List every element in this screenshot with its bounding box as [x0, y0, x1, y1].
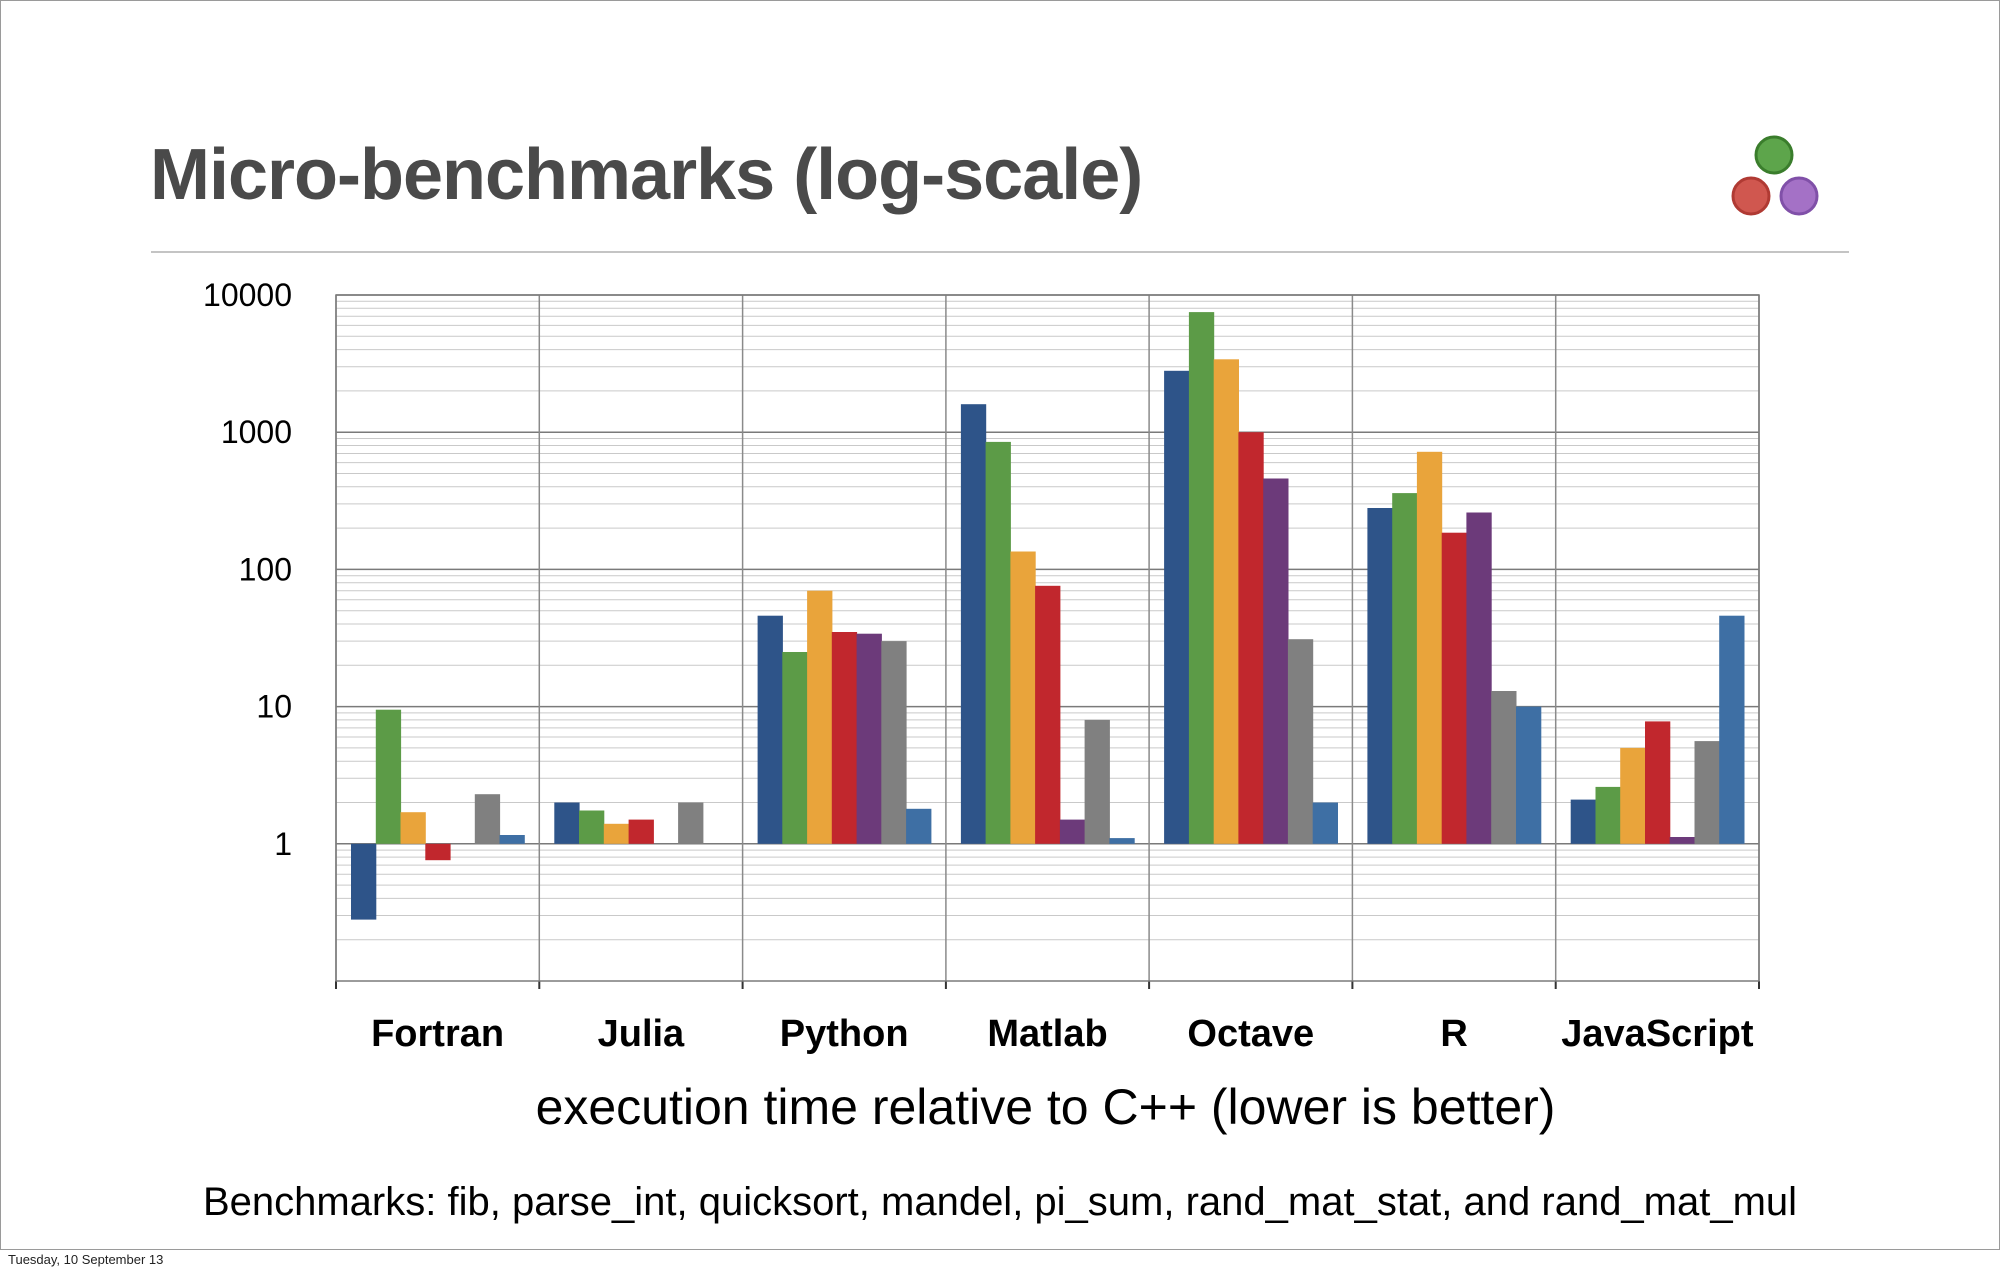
- bar-javascript-4: [1645, 721, 1671, 844]
- bar-julia-4: [628, 819, 654, 844]
- bar-javascript-6: [1694, 741, 1720, 844]
- category-label: JavaScript: [1561, 1013, 1754, 1055]
- y-tick-label: 10000: [203, 277, 292, 313]
- bar-octave-1: [1164, 370, 1190, 844]
- slide-title: Micro-benchmarks (log-scale): [150, 135, 1143, 215]
- julia-dots-logo-icon: [1731, 135, 1819, 216]
- bar-julia-2: [579, 810, 605, 844]
- bar-fortran-3: [400, 812, 426, 844]
- logo-green-dot-icon: [1754, 135, 1794, 175]
- category-label: R: [1440, 1013, 1467, 1055]
- bar-r-2: [1392, 493, 1418, 844]
- bar-fortran-6: [474, 794, 501, 844]
- bar-python-5: [856, 633, 882, 844]
- bar-julia-3: [603, 823, 630, 844]
- bar-matlab-3: [1010, 551, 1036, 844]
- bar-fortran-7: [499, 835, 525, 844]
- bar-matlab-4: [1035, 585, 1061, 844]
- bar-javascript-5: [1669, 837, 1695, 844]
- category-label: Octave: [1187, 1013, 1314, 1055]
- bar-octave-4: [1238, 432, 1264, 844]
- x-axis-label: execution time relative to C++ (lower is…: [535, 1079, 1556, 1135]
- bar-julia-6: [678, 802, 704, 844]
- y-tick-label: 1000: [221, 414, 292, 450]
- logo-purple-dot-icon: [1779, 176, 1819, 216]
- logo-red-dot-icon: [1731, 176, 1771, 216]
- bar-python-1: [757, 615, 783, 844]
- title-divider: [151, 251, 1849, 253]
- plot-border: [335, 294, 1760, 982]
- bar-matlab-1: [960, 404, 987, 844]
- bar-python-6: [881, 641, 907, 844]
- bar-matlab-6: [1084, 719, 1110, 844]
- bar-r-7: [1516, 706, 1542, 844]
- bar-fortran-2: [375, 709, 402, 844]
- y-tick-label: 1: [274, 826, 292, 862]
- bar-python-7: [906, 808, 932, 844]
- bar-python-2: [782, 652, 808, 844]
- category-label: Matlab: [987, 1013, 1107, 1055]
- category-label: Fortran: [371, 1013, 504, 1055]
- bar-r-6: [1491, 691, 1517, 844]
- bar-javascript-7: [1719, 615, 1745, 844]
- bar-octave-5: [1263, 478, 1289, 844]
- benchmarks-caption: Benchmarks: fib, parse_int, quicksort, m…: [202, 1180, 1798, 1224]
- bar-octave-2: [1188, 312, 1215, 844]
- bar-r-5: [1466, 512, 1492, 844]
- bar-javascript-3: [1620, 747, 1646, 844]
- bar-r-4: [1441, 532, 1467, 844]
- bar-r-3: [1416, 451, 1443, 844]
- bar-fortran-4: [425, 843, 451, 861]
- footer-date: Tuesday, 10 September 13: [8, 1252, 164, 1267]
- bar-julia-1: [554, 802, 580, 844]
- category-label: Python: [780, 1013, 909, 1055]
- bar-matlab-2: [985, 441, 1011, 844]
- bar-javascript-2: [1595, 786, 1621, 844]
- y-tick-label: 10: [256, 689, 292, 725]
- bar-javascript-1: [1570, 799, 1596, 844]
- bar-r-1: [1367, 508, 1393, 844]
- bar-octave-7: [1312, 802, 1338, 844]
- bar-matlab-7: [1109, 838, 1135, 844]
- category-label: Julia: [598, 1013, 685, 1055]
- y-tick-label: 100: [239, 551, 292, 587]
- bar-octave-6: [1287, 639, 1314, 844]
- bar-python-4: [831, 632, 858, 844]
- bar-matlab-5: [1059, 819, 1086, 844]
- bar-octave-3: [1213, 359, 1239, 844]
- bar-python-3: [807, 590, 833, 844]
- bar-fortran-1: [351, 843, 377, 920]
